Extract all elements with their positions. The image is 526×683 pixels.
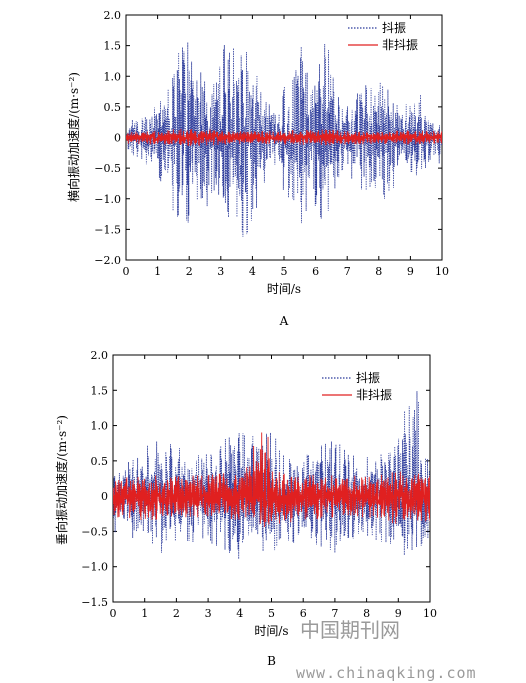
series-line-non-chatter xyxy=(113,432,430,527)
y-tick-label: 1.0 xyxy=(91,420,109,433)
x-tick-label: 10 xyxy=(423,607,437,620)
watermark-title: 中国期刊网 xyxy=(300,618,400,642)
y-axis-label: 垂向振动加速度/(m·s⁻²) xyxy=(54,415,69,545)
x-tick-label: 0 xyxy=(123,265,130,278)
series-line-non-chatter xyxy=(126,128,442,147)
x-tick-label: 7 xyxy=(344,265,351,278)
y-tick-label: 2.0 xyxy=(91,349,109,362)
y-axis-label: 横向振动加速度/(m·s⁻²) xyxy=(66,72,81,202)
x-tick-label: 0 xyxy=(110,607,117,620)
y-tick-label: 1.0 xyxy=(104,70,122,83)
x-tick-label: 5 xyxy=(268,607,275,620)
y-tick-label: 0 xyxy=(114,132,121,145)
panel-label: A xyxy=(279,314,289,328)
legend-label: 抖振 xyxy=(356,371,380,385)
y-tick-label: −1.5 xyxy=(81,596,108,609)
y-tick-label: −1.5 xyxy=(94,223,121,236)
watermark-url: www.chinaqking.com xyxy=(296,664,477,682)
y-tick-label: 1.5 xyxy=(91,384,109,397)
y-tick-label: −0.5 xyxy=(81,525,108,538)
x-tick-label: 1 xyxy=(141,607,148,620)
y-tick-label: 2.0 xyxy=(104,9,122,22)
y-tick-label: 0.5 xyxy=(91,455,109,468)
x-tick-label: 2 xyxy=(173,607,180,620)
x-tick-label: 9 xyxy=(407,265,414,278)
x-tick-label: 9 xyxy=(395,607,402,620)
y-tick-label: −2.0 xyxy=(94,254,121,267)
x-tick-label: 1 xyxy=(154,265,161,278)
x-tick-label: 8 xyxy=(375,265,382,278)
y-tick-label: 0 xyxy=(101,490,108,503)
x-tick-label: 3 xyxy=(205,607,212,620)
panel-label: B xyxy=(267,654,276,668)
x-tick-label: 6 xyxy=(300,607,307,620)
legend-label: 非抖振 xyxy=(382,38,418,52)
y-tick-label: 1.5 xyxy=(104,40,122,53)
x-axis-label: 时间/s xyxy=(267,282,301,296)
x-tick-label: 3 xyxy=(217,265,224,278)
legend-label: 非抖振 xyxy=(356,388,392,402)
y-tick-label: −0.5 xyxy=(94,162,121,175)
y-tick-label: 0.5 xyxy=(104,101,122,114)
x-tick-label: 6 xyxy=(312,265,319,278)
x-tick-label: 5 xyxy=(281,265,288,278)
series-line-chatter xyxy=(113,391,430,559)
x-tick-label: 7 xyxy=(331,607,338,620)
chart-panel-a: 0 1 2 3 4 5 6 7 8 9 10 −2.0 −1.5 −1.0 −0.5 0 0.5 1.0 1.5 2.… xyxy=(66,9,449,328)
x-tick-label: 4 xyxy=(249,265,256,278)
y-tick-label: −1.0 xyxy=(94,193,121,206)
x-axis-label: 时间/s xyxy=(254,624,288,638)
x-tick-label: 2 xyxy=(186,265,193,278)
x-tick-label: 8 xyxy=(363,607,370,620)
y-tick-label: −1.0 xyxy=(81,561,108,574)
chart-panel-b: 0 1 2 3 4 5 6 7 8 9 10 −1.5 −1.0 −0.5 0 0.5 1.0 1.5 2.0 抖振非… xyxy=(54,349,437,668)
series-line-chatter xyxy=(126,42,442,237)
x-tick-label: 4 xyxy=(236,607,243,620)
x-tick-label: 10 xyxy=(435,265,449,278)
legend-label: 抖振 xyxy=(382,21,406,35)
